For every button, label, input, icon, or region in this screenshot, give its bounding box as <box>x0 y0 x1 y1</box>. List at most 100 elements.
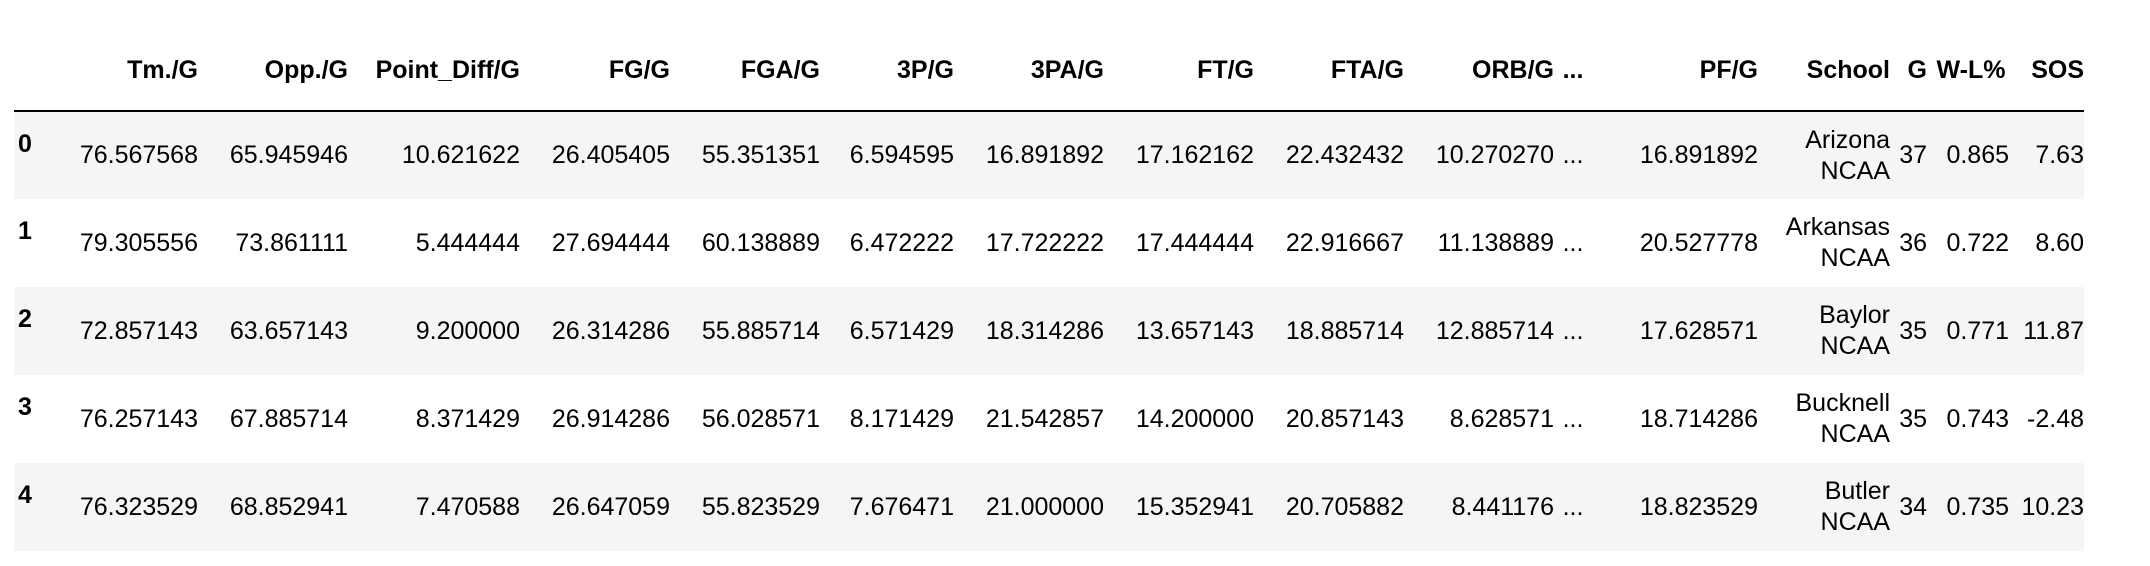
column-header-ellipsis: ... <box>1554 30 1592 112</box>
column-header-point-diff-per-game: Point_Diff/G <box>348 30 520 112</box>
index-header <box>14 30 48 112</box>
table-cell: 55.885714 <box>701 316 820 345</box>
table-cell-school: Butler NCAA <box>1758 463 1890 551</box>
column-header-win-loss-pct: W-L% <box>1933 30 2009 112</box>
column-header-orb-per-game: ORB/G <box>1404 30 1554 112</box>
column-header-pf-per-game: PF/G <box>1592 30 1758 112</box>
table-cell: 26.405405 <box>551 141 670 169</box>
table-cell: 63.657143 <box>229 316 348 345</box>
table-cell: 26.314286 <box>551 316 670 345</box>
table-cell-ellipsis: ... <box>1562 228 1584 257</box>
table-cell: 73.861111 <box>235 228 348 257</box>
school-suffix: NCAA <box>1820 156 1890 185</box>
table-cell-games: 34 <box>1899 492 1927 521</box>
table-cell: 18.885714 <box>1285 316 1404 345</box>
table-cell-win-loss-pct: 0.771 <box>1946 316 2009 345</box>
table-cell-sos: 7.63 <box>2035 141 2084 169</box>
table-cell-win-loss-pct: 0.743 <box>1946 404 2009 433</box>
school-name: Arkansas <box>1785 213 1890 241</box>
row-index: 3 <box>18 393 32 421</box>
table-cell: 72.857143 <box>79 316 198 345</box>
table-cell: 18.823529 <box>1639 492 1758 521</box>
table-cell: 56.028571 <box>701 404 820 433</box>
row-index: 1 <box>18 217 32 245</box>
row-index: 0 <box>18 130 32 158</box>
column-header-fg-per-game: FG/G <box>520 30 670 112</box>
table-cell: 21.000000 <box>985 492 1104 521</box>
table-cell-games: 35 <box>1899 404 1927 433</box>
table-cell-games: 37 <box>1899 141 1927 169</box>
school-suffix: NCAA <box>1820 420 1890 448</box>
school-name: Bucknell <box>1795 389 1891 417</box>
school-suffix: NCAA <box>1820 508 1890 536</box>
table-cell: 6.571429 <box>849 316 954 345</box>
table-cell-win-loss-pct: 0.865 <box>1946 141 2009 169</box>
column-header-fta-per-game: FTA/G <box>1254 30 1404 112</box>
table-cell: 26.647059 <box>551 492 670 521</box>
table-cell-ellipsis: ... <box>1562 141 1584 169</box>
table-cell-ellipsis: ... <box>1562 316 1584 345</box>
table-cell: 55.823529 <box>701 492 820 521</box>
table-cell: 26.914286 <box>551 404 670 433</box>
column-header-school: School <box>1758 30 1890 112</box>
table-cell: 17.628571 <box>1639 316 1758 345</box>
column-header-opp-per-game: Opp./G <box>198 30 348 112</box>
table-cell: 27.694444 <box>551 228 670 257</box>
table-cell: 22.916667 <box>1285 228 1404 257</box>
table-cell: 22.432432 <box>1285 141 1404 169</box>
table-cell: 10.270270 <box>1435 141 1554 169</box>
table-cell-win-loss-pct: 0.722 <box>1946 228 2009 257</box>
table-cell: 7.676471 <box>849 492 954 521</box>
dataframe-container: Tm./G Opp./G Point_Diff/G FG/G FGA/G 3P/… <box>14 30 2084 551</box>
table-cell: 5.444444 <box>415 228 520 257</box>
table-cell: 76.323529 <box>79 492 198 521</box>
table-body: 0 76.567568 65.945946 10.621622 26.405405 55.… <box>14 111 2084 551</box>
table-cell: 13.657143 <box>1135 316 1254 345</box>
table-cell: 18.714286 <box>1639 404 1758 433</box>
table-cell: 60.138889 <box>701 228 820 257</box>
table-cell: 11.138889 <box>1437 228 1554 257</box>
table-cell: 79.305556 <box>79 228 198 257</box>
table-cell: 67.885714 <box>229 404 348 433</box>
table-cell: 21.542857 <box>985 404 1104 433</box>
table-cell: 68.852941 <box>229 492 348 521</box>
table-cell: 6.594595 <box>849 141 954 169</box>
table-cell: 20.705882 <box>1285 492 1404 521</box>
table-cell-sos: 8.60 <box>2035 228 2084 257</box>
table-cell: 20.857143 <box>1285 404 1404 433</box>
school-name: Arizona <box>1805 125 1890 154</box>
table-cell-games: 36 <box>1899 228 1927 257</box>
table-cell: 14.200000 <box>1135 404 1254 433</box>
table-cell-ellipsis: ... <box>1562 492 1584 521</box>
table-cell: 9.200000 <box>415 316 520 345</box>
table-row: 2 72.857143 63.657143 9.200000 26.314286 55.8… <box>14 287 2084 375</box>
table-row: 3 76.257143 67.885714 8.371429 26.914286 56.0… <box>14 375 2084 463</box>
table-cell: 12.885714 <box>1435 316 1554 345</box>
table-cell: 16.891892 <box>985 141 1104 169</box>
table-cell: 15.352941 <box>1135 492 1254 521</box>
row-index: 2 <box>18 305 32 333</box>
table-cell-games: 35 <box>1899 316 1927 345</box>
school-suffix: NCAA <box>1820 332 1890 360</box>
table-cell: 55.351351 <box>701 141 820 169</box>
column-header-ft-per-game: FT/G <box>1104 30 1254 112</box>
table-cell: 20.527778 <box>1639 228 1758 257</box>
table-cell-school: Bucknell NCAA <box>1758 375 1891 463</box>
column-header-fga-per-game: FGA/G <box>670 30 820 112</box>
table-cell: 18.314286 <box>985 316 1104 345</box>
table-cell-sos: 10.23 <box>2021 492 2084 521</box>
table-cell-school: Arkansas NCAA <box>1758 199 1890 287</box>
table-cell: 76.567568 <box>79 141 198 169</box>
table-cell-win-loss-pct: 0.735 <box>1946 492 2009 521</box>
table-cell-school: Arizona NCAA <box>1758 111 1890 199</box>
row-index: 4 <box>18 481 32 509</box>
table-cell: 6.472222 <box>849 228 954 257</box>
column-header-sos: SOS <box>2009 30 2084 112</box>
column-header-tm-per-game: Tm./G <box>48 30 198 112</box>
header-row: Tm./G Opp./G Point_Diff/G FG/G FGA/G 3P/… <box>14 30 2084 112</box>
column-header-3p-per-game: 3P/G <box>820 30 954 112</box>
dataframe-table: Tm./G Opp./G Point_Diff/G FG/G FGA/G 3P/… <box>14 30 2084 551</box>
table-cell: 76.257143 <box>79 404 198 433</box>
table-cell: 8.171429 <box>849 404 954 433</box>
table-cell: 17.722222 <box>985 228 1104 257</box>
